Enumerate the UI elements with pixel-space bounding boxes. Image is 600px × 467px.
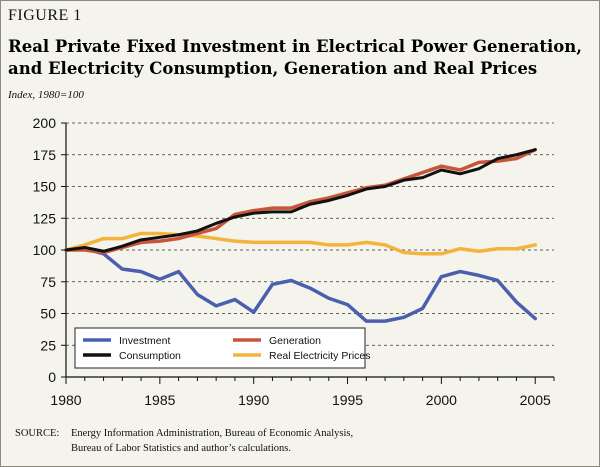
y-tick-label: 50	[40, 306, 56, 322]
figure-label: FIGURE 1	[8, 7, 82, 24]
figure-title-line-1: Real Private Fixed Investment in Electri…	[8, 37, 582, 56]
source-note: SOURCE: Energy Information Administration…	[15, 426, 353, 456]
legend-label-consumption: Consumption	[119, 350, 181, 362]
x-tick-label: 2000	[426, 392, 457, 408]
y-tick-label: 75	[40, 274, 56, 290]
series-line-consumption	[64, 148, 537, 253]
y-tick-label: 200	[33, 115, 57, 131]
series-line-real-electricity-prices	[64, 231, 537, 256]
axes: 0 25 50 75 100 125 150 175 200 1980 1985 1990 1995 20…	[33, 115, 555, 408]
y-tick-label: 0	[48, 369, 56, 385]
y-tick-label: 25	[40, 337, 56, 353]
x-tick-label: 2005	[520, 392, 551, 408]
legend-label-generation: Generation	[269, 335, 321, 347]
series-lines	[64, 147, 537, 323]
legend-label-investment: Investment	[119, 335, 170, 347]
figure-subtitle: Index, 1980=100	[8, 89, 84, 101]
figure-title: Real Private Fixed Investment in Electri…	[8, 36, 593, 80]
series-line-investment	[64, 246, 537, 323]
y-tick-label: 175	[33, 147, 57, 163]
x-tick-label: 1990	[238, 392, 269, 408]
x-tick-label: 1980	[50, 392, 81, 408]
series-line-generation	[64, 147, 537, 255]
source-line-1: Energy Information Administration, Burea…	[71, 428, 354, 439]
y-tick-label: 150	[33, 179, 57, 195]
source-line-2: Bureau of Labor Statistics and author’s …	[71, 443, 291, 454]
legend: Investment Generation Consumption Real Elec…	[74, 327, 371, 369]
y-tick-label: 100	[33, 242, 57, 258]
legend-label-real-electricity-prices: Real Electricity Prices	[269, 350, 371, 362]
y-tick-label: 125	[33, 210, 57, 226]
source-label: SOURCE:	[15, 428, 60, 439]
x-tick-label: 1985	[144, 392, 175, 408]
x-tick-label: 1995	[332, 392, 363, 408]
legend-box	[74, 327, 366, 369]
figure-title-line-2: and Electricity Consumption, Generation …	[8, 59, 538, 78]
